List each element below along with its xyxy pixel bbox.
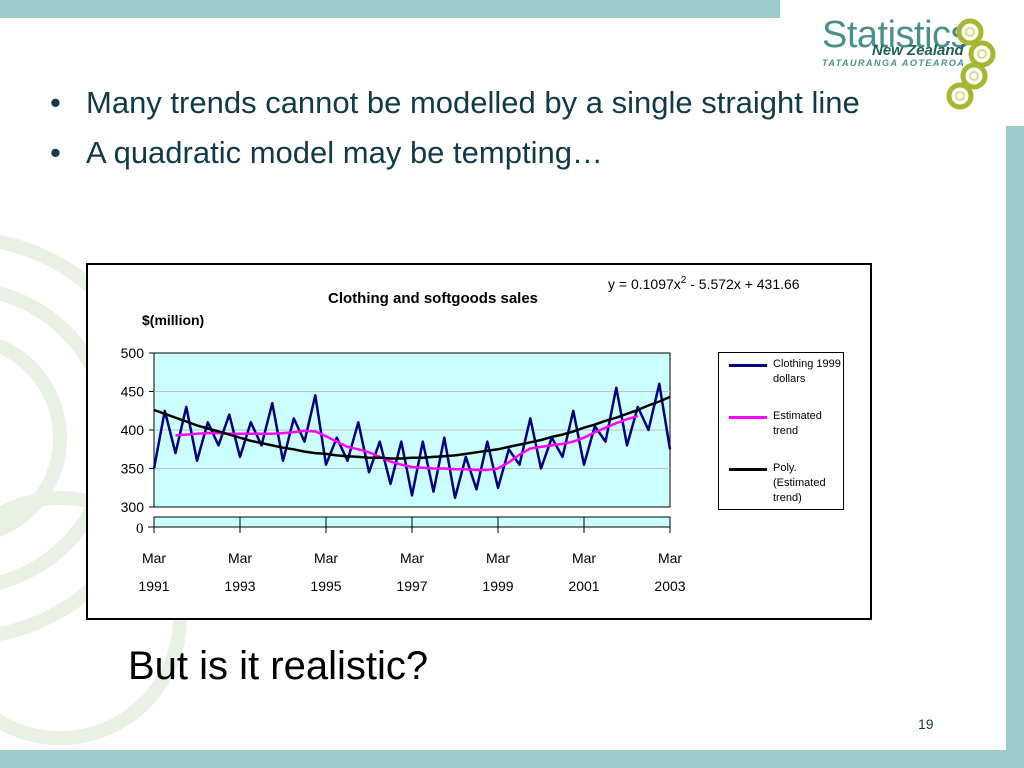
chart-frame: Clothing and softgoods sales y = 0.1097x… — [86, 263, 872, 620]
y-tick-label: 500 — [121, 345, 145, 361]
clothing-sales-chart: Clothing and softgoods sales y = 0.1097x… — [121, 275, 800, 594]
series-line-clothing — [152, 382, 672, 500]
legend: Clothing 1999 dollars Estimated trend Po… — [718, 352, 844, 510]
series-layer — [152, 382, 672, 500]
bullet-dot: • — [50, 135, 61, 170]
logo-subtitle: New Zealand — [872, 42, 964, 59]
x-tick-year: 1995 — [310, 578, 341, 594]
x-tick-month: Mar — [314, 550, 338, 566]
logo-name: Statistics — [822, 14, 970, 56]
x-axis-ticks: Mar 1991 Mar 1993 Mar 1995 Mar 1997 Mar 1999 Mar 20… — [138, 517, 686, 594]
equation-start: y = 0.1097x — [608, 276, 681, 292]
x-tick-month: Mar — [572, 550, 596, 566]
question-text: But is it realistic? — [128, 644, 429, 688]
gridlines — [154, 391, 670, 469]
statistics-nz-logo: Statistics New Zealand TATAURANGA AOTEAR… — [780, 0, 1024, 126]
legend-label-estimated-trend: Estimated trend — [773, 410, 822, 437]
x-tick-month: Mar — [486, 550, 510, 566]
legend-swatch-estimated-trend — [729, 416, 767, 419]
logo-maori: TATAURANGA AOTEAROA — [822, 58, 966, 68]
y-tick-label: 400 — [121, 422, 145, 438]
bullet-list: • Many trends cannot be modelled by a si… — [50, 84, 870, 184]
chart-title: Clothing and softgoods sales — [328, 290, 538, 307]
equation-exponent: 2 — [681, 275, 687, 286]
x-tick-year: 1991 — [138, 578, 169, 594]
trend-equation: y = 0.1097x2 - 5.572x + 431.66 — [608, 275, 800, 292]
page-number: 19 — [918, 716, 934, 732]
legend-swatch-poly — [729, 468, 767, 471]
x-tick-month: Mar — [228, 550, 252, 566]
y-axis-ticks: 500 450 400 350 300 — [121, 345, 154, 515]
series-line-poly — [153, 395, 671, 460]
bullet-dot: • — [50, 85, 61, 120]
bullet-item: • A quadratic model may be tempting… — [50, 134, 870, 172]
x-tick-year: 2001 — [568, 578, 599, 594]
x-tick-month: Mar — [142, 550, 166, 566]
bullet-item: • Many trends cannot be modelled by a si… — [50, 84, 870, 122]
x-tick-year: 1993 — [224, 578, 255, 594]
bullet-text: Many trends cannot be modelled by a sing… — [86, 85, 860, 120]
equation-end: - 5.572x + 431.66 — [686, 276, 799, 292]
legend-label-clothing: Clothing 1999 dollars — [773, 358, 841, 385]
x-tick-year: 2003 — [654, 578, 685, 594]
x-tick-year: 1999 — [482, 578, 513, 594]
x-tick-year: 1997 — [396, 578, 427, 594]
logo-chain-icon — [946, 18, 996, 110]
series-line-estimated-trend — [175, 414, 639, 472]
y-tick-label: 300 — [121, 499, 145, 515]
x-tick-month: Mar — [400, 550, 424, 566]
y-break-label: 0 — [136, 521, 144, 537]
legend-swatch-clothing — [729, 364, 767, 367]
y-tick-label: 450 — [121, 384, 145, 400]
legend-label-poly: Poly. (Estimated trend) — [773, 462, 826, 504]
bullet-text: A quadratic model may be tempting… — [86, 135, 603, 170]
y-tick-label: 350 — [121, 461, 145, 477]
x-tick-month: Mar — [658, 550, 682, 566]
y-axis-label: $(million) — [142, 312, 204, 328]
